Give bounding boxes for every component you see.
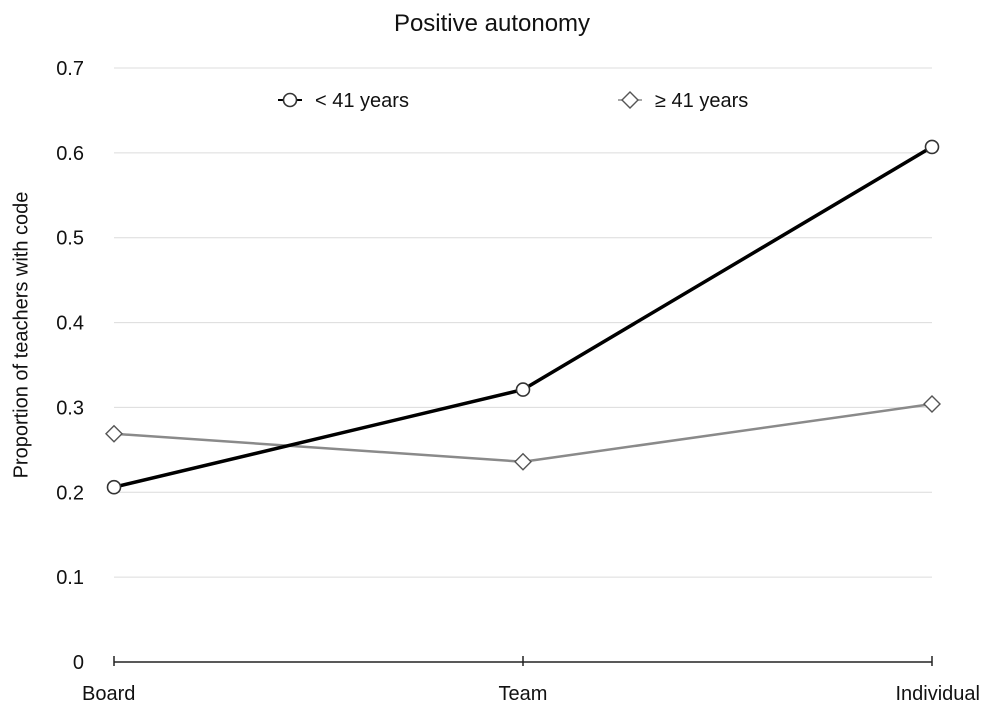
series-under-41 <box>106 139 940 495</box>
legend-marker <box>621 91 639 109</box>
y-tick-label: 0.7 <box>56 58 84 80</box>
series-layer <box>105 139 941 495</box>
y-tick-label: 0.4 <box>56 313 84 335</box>
legend: < 41 years ≥ 41 years <box>278 90 748 112</box>
y-tick-label: 0.2 <box>56 482 84 504</box>
data-point-diamond <box>514 452 532 471</box>
x-tick-label: Individual <box>895 683 980 705</box>
data-point-circle <box>106 479 122 495</box>
y-axis-ticks: 0 0.1 0.2 0.3 0.4 0.5 0.6 0.7 <box>56 58 84 674</box>
y-tick-label: 0.3 <box>56 397 84 419</box>
y-tick-label: 0.1 <box>56 567 84 589</box>
gridlines <box>114 67 932 578</box>
x-tick-label: Team <box>499 683 548 705</box>
series-line <box>113 145 933 489</box>
x-axis: Board Team Individual <box>82 656 980 705</box>
legend-marker <box>282 92 298 108</box>
series-41-and-over <box>105 395 941 471</box>
y-tick-label: 0.5 <box>56 228 84 250</box>
legend-label: ≥ 41 years <box>655 90 748 112</box>
data-point-circle <box>515 382 531 397</box>
x-tick-label: Board <box>82 683 135 705</box>
chart-title: Positive autonomy <box>393 10 591 37</box>
data-point-circle <box>924 139 940 155</box>
y-tick-label: 0.6 <box>56 143 84 165</box>
legend-label: < 41 years <box>315 90 409 112</box>
legend-item: < 41 years <box>278 90 409 112</box>
data-point-diamond <box>105 424 123 443</box>
y-tick-label: 0 <box>73 652 84 674</box>
data-point-diamond <box>923 395 941 414</box>
legend-item: ≥ 41 years <box>618 90 748 112</box>
